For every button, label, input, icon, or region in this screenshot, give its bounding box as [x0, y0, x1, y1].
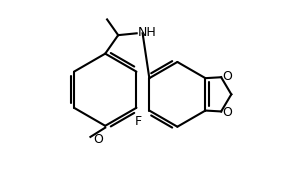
Text: NH: NH	[137, 26, 156, 39]
Text: O: O	[222, 70, 232, 83]
Text: O: O	[93, 133, 103, 146]
Text: O: O	[222, 106, 232, 119]
Text: F: F	[135, 115, 142, 128]
